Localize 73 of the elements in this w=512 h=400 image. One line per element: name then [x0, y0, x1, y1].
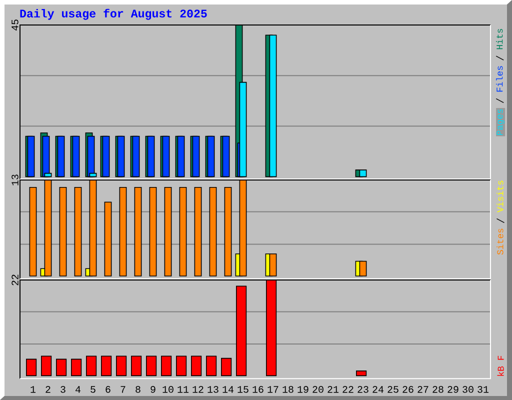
x-tick-label: 1 — [30, 386, 36, 393]
y-tick-label: 13 — [12, 174, 18, 186]
bar — [119, 186, 127, 276]
bar — [26, 358, 37, 376]
bar — [221, 358, 232, 376]
bar — [269, 34, 277, 178]
bar — [59, 186, 67, 276]
bar — [29, 186, 37, 276]
bar — [146, 356, 157, 376]
x-tick-label: 22 — [342, 386, 354, 393]
bar — [56, 358, 67, 376]
bar — [176, 356, 187, 376]
x-tick-label: 27 — [418, 386, 428, 393]
bar — [179, 186, 187, 276]
x-tick-label: 26 — [402, 386, 414, 393]
bar — [74, 186, 82, 276]
x-tick-label: 2 — [46, 386, 50, 393]
x-tick-label: 16 — [252, 386, 264, 393]
x-tick-label: 30 — [462, 386, 474, 393]
bar — [131, 356, 142, 376]
bar — [101, 356, 112, 376]
bar — [269, 253, 277, 276]
chart-title: Daily usage for August 2025 — [20, 8, 207, 20]
x-tick-label: 7 — [120, 386, 126, 393]
bar — [116, 356, 127, 376]
bar — [161, 356, 172, 376]
bar — [194, 186, 202, 276]
bar — [149, 186, 157, 276]
x-tick-label: 9 — [150, 386, 156, 393]
text: Visits — [496, 180, 504, 212]
legend-label: Files — [496, 66, 503, 92]
bar — [356, 370, 367, 376]
x-tick-label: 29 — [448, 386, 458, 393]
y-tick-label: 22 — [12, 274, 18, 286]
bar — [71, 358, 82, 376]
bar — [209, 186, 217, 276]
x-tick-label: 10 — [162, 386, 174, 393]
x-tick-label: 24 — [372, 386, 384, 393]
x-tick-label: 23 — [358, 386, 368, 393]
x-tick-label: 8 — [136, 386, 140, 393]
bar — [134, 186, 142, 276]
legend-label: Sites — [496, 228, 504, 255]
y-tick-label: 45 — [12, 20, 18, 31]
x-tick-label: 31 — [478, 386, 489, 393]
x-tick-label: 12 — [192, 386, 204, 393]
bar — [359, 170, 367, 178]
bar — [86, 356, 97, 376]
text: kB F — [497, 356, 504, 376]
x-tick-label: 21 — [328, 386, 339, 393]
x-tick-label: 18 — [282, 386, 294, 393]
bar — [206, 356, 217, 376]
bar — [224, 186, 232, 276]
text: Hits — [496, 28, 503, 50]
bar — [104, 202, 112, 276]
x-tick-label: 14 — [222, 386, 234, 393]
x-tick-label: 19 — [298, 386, 308, 393]
x-tick-label: 28 — [432, 386, 444, 393]
x-tick-label: 4 — [76, 386, 80, 393]
x-tick-label: 13 — [208, 386, 218, 393]
x-tick-label: 11 — [178, 386, 189, 393]
bar — [41, 356, 52, 376]
x-tick-label: 5 — [90, 386, 96, 393]
bar — [236, 286, 247, 376]
x-tick-label: 17 — [268, 386, 278, 393]
legend-label: Pages — [496, 109, 504, 135]
x-tick-label: 25 — [388, 386, 398, 393]
bar — [359, 260, 367, 276]
bar — [191, 356, 202, 376]
x-tick-label: 3 — [60, 386, 66, 393]
bar — [164, 186, 172, 276]
x-tick-label: 15 — [238, 386, 248, 393]
x-tick-label: 6 — [106, 386, 110, 393]
x-tick-label: 20 — [312, 386, 324, 393]
